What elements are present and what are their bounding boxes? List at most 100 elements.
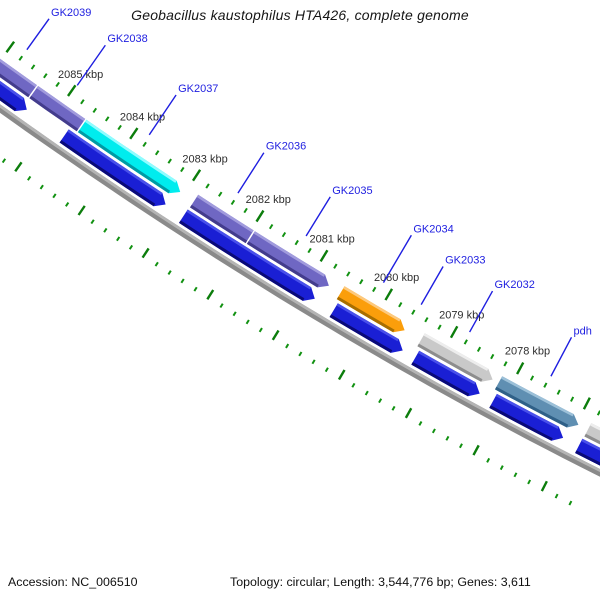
leader-line-GK2033: [420, 266, 444, 305]
gene-bevel-light: [500, 376, 574, 417]
ruler-minor-tick: [294, 239, 299, 246]
gene-inner-gene-6[interactable]: [489, 393, 564, 441]
inner-ruler-minor-tick: [486, 457, 491, 463]
inner-ruler-minor-tick: [128, 244, 134, 250]
gene-outer-gene-5[interactable]: [246, 231, 329, 288]
gene-bevel-dark: [489, 405, 553, 441]
ruler-minor-tick: [529, 375, 535, 381]
ruler-major-tick: [384, 288, 394, 301]
inner-ruler-minor-tick: [513, 472, 518, 478]
gene-outer-gene-6[interactable]: [336, 286, 405, 333]
gene-label-GK2034[interactable]: GK2034: [413, 223, 453, 235]
ruler-major-tick: [67, 84, 77, 97]
gene-bevel-dark: [77, 129, 171, 194]
gene-bevel-light: [186, 209, 312, 290]
gene-label-GK2037[interactable]: GK2037: [178, 83, 218, 95]
inner-ruler-major-tick: [271, 329, 280, 341]
gene-bevel-light: [0, 58, 37, 88]
ruler-minor-tick: [476, 346, 482, 352]
inner-ruler-minor-tick: [1, 158, 7, 164]
inner-ruler-minor-tick: [324, 367, 329, 373]
ruler-minor-tick: [104, 116, 110, 122]
inner-ruler-minor-tick: [431, 428, 436, 434]
ruler-kbp-label: 2081 kbp: [309, 234, 354, 246]
gene-inner-gene-5[interactable]: [411, 350, 480, 397]
inner-ruler-minor-tick: [180, 278, 185, 284]
ruler-major-tick: [582, 397, 591, 410]
gene-bevel-light: [85, 119, 177, 183]
gene-label-GK2038[interactable]: GK2038: [107, 33, 147, 45]
ruler-minor-tick: [18, 55, 24, 61]
ruler-minor-tick: [43, 73, 48, 79]
inner-ruler-major-tick: [206, 289, 215, 300]
gene-label-GK2035[interactable]: GK2035: [332, 185, 372, 197]
leader-line-pdh: [550, 337, 573, 377]
ruler-kbp-label: 2078 kbp: [505, 346, 550, 358]
gene-inner-gene-2[interactable]: [59, 129, 166, 207]
gene-bevel-light: [417, 350, 476, 385]
gene-label-GK2032[interactable]: GK2032: [495, 279, 535, 291]
inner-ruler-minor-tick: [90, 219, 95, 225]
inner-ruler-minor-tick: [311, 359, 316, 365]
gene-label-GK2036[interactable]: GK2036: [266, 141, 306, 153]
inner-ruler-major-tick: [472, 444, 480, 456]
inner-ruler-minor-tick: [554, 493, 559, 499]
ruler-minor-tick: [218, 191, 223, 197]
gene-bevel-dark: [29, 95, 79, 132]
gene-label-pdh[interactable]: pdh: [573, 325, 591, 337]
ruler-major-tick: [516, 362, 525, 375]
leader-line-GK2035: [305, 196, 331, 237]
gene-bevel-light: [590, 423, 600, 431]
ruler-kbp-label: 2083 kbp: [182, 153, 227, 165]
gene-inner-gene-3[interactable]: [179, 209, 315, 301]
gene-outer-gene-2[interactable]: [29, 86, 86, 132]
ruler-kbp-label: 2080 kbp: [374, 272, 419, 284]
inner-ruler-minor-tick: [65, 202, 70, 207]
inner-ruler-minor-tick: [52, 193, 57, 199]
ruler-minor-tick: [490, 353, 495, 360]
gene-bevel-light: [196, 194, 254, 233]
leader-line-GK2032: [469, 290, 494, 333]
gene-outer-gene-4[interactable]: [190, 194, 254, 244]
gene-outer-gene-3[interactable]: [77, 119, 181, 194]
inner-ruler-minor-tick: [391, 405, 396, 411]
inner-ruler-minor-tick: [568, 500, 573, 506]
ruler-minor-tick: [307, 247, 312, 254]
ruler-minor-tick: [180, 166, 185, 173]
inner-ruler-minor-tick: [219, 303, 224, 309]
ruler-major-tick: [5, 41, 16, 53]
inner-ruler-major-tick: [337, 369, 346, 381]
inner-ruler-minor-tick: [245, 319, 250, 325]
gene-inner-gene-4[interactable]: [329, 303, 403, 353]
ruler-minor-tick: [154, 150, 160, 156]
leader-line-GK2039: [26, 18, 50, 51]
ruler-minor-tick: [230, 199, 236, 206]
gene-bevel-light: [495, 393, 559, 429]
gene-label-GK2039[interactable]: GK2039: [51, 7, 91, 19]
inner-ruler-minor-tick: [459, 443, 463, 449]
gene-bevel-light: [67, 129, 163, 195]
ruler-kbp-label: 2082 kbp: [246, 194, 291, 206]
gene-outer-gene-8[interactable]: [495, 376, 579, 428]
ruler-minor-tick: [570, 396, 575, 402]
gene-label-GK2033[interactable]: GK2033: [445, 254, 485, 266]
ruler-minor-tick: [543, 382, 548, 388]
inner-ruler-minor-tick: [39, 184, 44, 190]
ruler-kbp-label: 2079 kbp: [439, 309, 484, 321]
gene-bevel-dark: [584, 433, 600, 445]
inner-ruler-minor-tick: [285, 343, 290, 349]
inner-ruler-major-tick: [540, 480, 548, 492]
inner-ruler-minor-tick: [351, 382, 356, 388]
ruler-minor-tick: [437, 324, 442, 330]
ruler-major-tick: [129, 127, 139, 140]
gene-bevel-dark: [336, 296, 395, 333]
ruler-minor-tick: [333, 263, 338, 269]
inner-ruler-minor-tick: [445, 435, 450, 441]
backbone: [0, 104, 600, 477]
ruler-minor-tick: [372, 286, 377, 293]
gene-outer-gene-7[interactable]: [417, 333, 493, 382]
inner-ruler-minor-tick: [378, 398, 383, 404]
ruler-minor-tick: [30, 64, 36, 70]
